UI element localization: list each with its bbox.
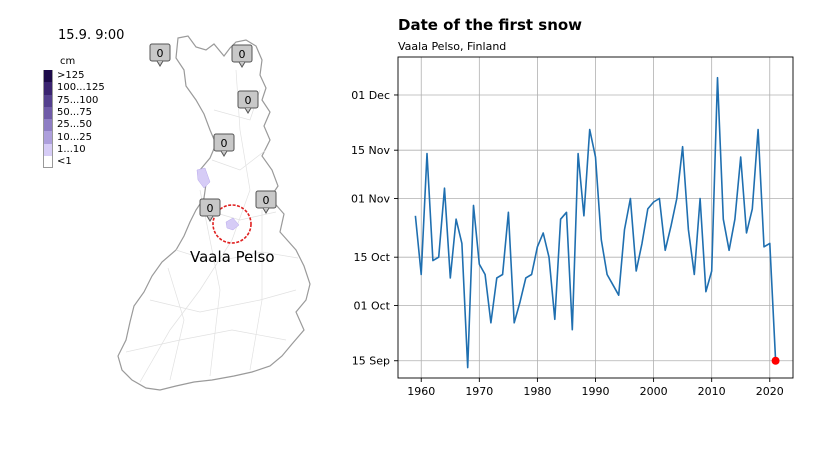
legend-swatch — [43, 143, 53, 157]
chart-title: Date of the first snow — [398, 16, 583, 34]
y-tick-label: 01 Oct — [353, 300, 390, 313]
x-tick-label: 1990 — [582, 385, 610, 398]
x-tick-label: 2020 — [756, 385, 784, 398]
legend-swatch — [43, 82, 53, 95]
legend-label: >125 — [57, 70, 85, 82]
legend-label: 1...10 — [57, 143, 86, 155]
series-line — [414, 76, 777, 369]
legend-swatch — [43, 70, 53, 83]
finland-outline — [117, 35, 311, 391]
x-tick-label: 2000 — [640, 385, 668, 398]
snow-marker: 0 — [231, 44, 253, 68]
legend-swatch — [43, 156, 53, 169]
legend-label: <1 — [57, 156, 72, 168]
y-tick-label: 15 Oct — [353, 251, 390, 264]
y-tick-label: 01 Dec — [351, 89, 390, 102]
snow-patch-west — [196, 167, 211, 189]
snow-marker: 0 — [149, 43, 171, 67]
highlight-point — [771, 356, 780, 365]
legend-label: 50...75 — [57, 107, 92, 119]
legend-label: 10...25 — [57, 131, 92, 143]
snow-reading: 0 — [207, 202, 214, 215]
legend-label: 25...50 — [57, 119, 92, 131]
first-snow-chart: Date of the first snow Vaala Pelso, Finl… — [330, 0, 820, 452]
legend-item: 50...75 — [43, 106, 105, 120]
x-tick-label: 1980 — [523, 385, 551, 398]
snow-reading: 0 — [157, 47, 164, 60]
legend-swatch — [43, 106, 53, 120]
legend-title: cm — [60, 56, 76, 67]
x-tick-label: 2010 — [698, 385, 726, 398]
map-timestamp: 15.9. 9:00 — [58, 28, 125, 43]
road-network — [125, 69, 299, 383]
legend-swatch — [43, 131, 53, 144]
x-tick-label: 1970 — [465, 385, 493, 398]
snow-marker: 0 — [213, 133, 235, 157]
legend-swatch — [43, 119, 53, 132]
legend-item: 75...100 — [43, 94, 105, 107]
snow-marker: 0 — [255, 190, 277, 214]
legend-item: 10...25 — [43, 131, 105, 144]
y-tick-label: 15 Nov — [351, 144, 390, 157]
legend-item: 1...10 — [43, 143, 105, 157]
snow-reading: 0 — [245, 94, 252, 107]
y-tick-label: 15 Sep — [352, 355, 390, 368]
x-tick-label: 1960 — [407, 385, 435, 398]
legend-swatch — [43, 94, 53, 107]
chart-plot: 1960 1970 1980 1990 2000 2010 2020 15 Sep 01 Oct… — [351, 56, 794, 398]
legend-item: >125 — [43, 70, 105, 83]
snow-reading: 0 — [221, 137, 228, 150]
y-tick-label: 01 Nov — [351, 193, 390, 206]
legend-item: 100...125 — [43, 82, 105, 95]
station-highlight-circle — [212, 204, 252, 244]
snow-patch-vaala — [225, 217, 240, 231]
station-label: Vaala Pelso — [190, 248, 275, 266]
snow-depth-map: 15.9. 9:00 cm >125 100...125 75...100 50...… — [0, 0, 330, 452]
legend-item: <1 — [43, 156, 105, 169]
snow-reading: 0 — [263, 194, 270, 207]
legend-label: 75...100 — [57, 94, 99, 106]
snow-marker: 0 — [237, 90, 259, 114]
snow-marker: 0 — [199, 198, 221, 222]
legend-label: 100...125 — [57, 82, 105, 94]
legend-item: 25...50 — [43, 119, 105, 132]
map-legend: >125 100...125 75...100 50...75 25...50 10...… — [43, 70, 105, 169]
snow-reading: 0 — [239, 48, 246, 61]
finland-map-graphic: 0 0 0 0 0 0 — [117, 35, 311, 391]
chart-subtitle: Vaala Pelso, Finland — [398, 40, 507, 53]
